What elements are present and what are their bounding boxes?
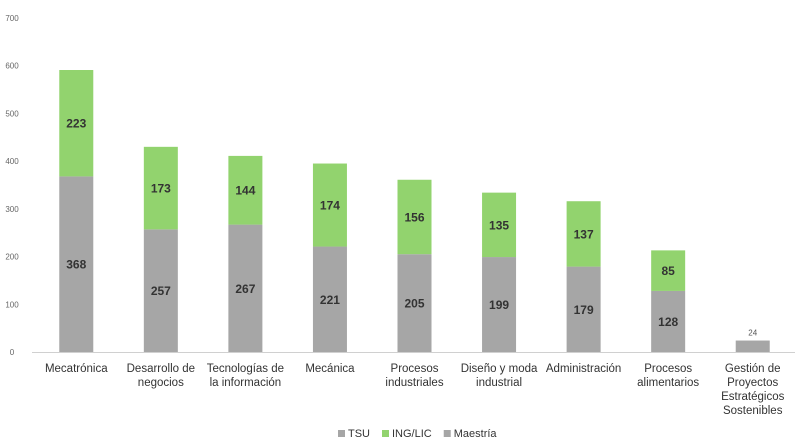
category-label: Mecánica bbox=[305, 363, 355, 375]
category-label: Mecatrónica bbox=[45, 363, 108, 375]
data-label: 173 bbox=[151, 182, 171, 196]
data-label: 85 bbox=[661, 264, 675, 278]
data-label: 156 bbox=[404, 210, 424, 224]
data-label: 205 bbox=[404, 297, 424, 311]
legend-label: TSU bbox=[348, 428, 370, 440]
bar-segment bbox=[482, 192, 517, 258]
y-tick-label: 300 bbox=[5, 205, 19, 214]
bar-segment bbox=[566, 201, 601, 267]
data-label: 179 bbox=[574, 303, 594, 317]
category-label: Gestión de Proyectos Estratégicos Sostenibl… bbox=[721, 363, 785, 417]
category-label: Procesos industriales bbox=[385, 363, 443, 389]
bar-segment bbox=[143, 146, 178, 230]
category-label: Tecnologías de la información bbox=[207, 363, 284, 389]
bar-segment bbox=[143, 229, 178, 352]
y-tick-label: 100 bbox=[5, 300, 19, 309]
data-label: 135 bbox=[489, 218, 509, 232]
data-label: 221 bbox=[320, 293, 340, 307]
y-tick-label: 600 bbox=[5, 62, 19, 71]
category-labels: Mecatrónica Desarrollo de negocios Tecnolog… bbox=[45, 363, 785, 417]
y-tick-label: 500 bbox=[5, 109, 19, 118]
bar-segment bbox=[228, 224, 263, 352]
category-label: Diseño y moda industrial bbox=[461, 363, 538, 389]
data-label: 24 bbox=[748, 329, 757, 338]
data-label: 267 bbox=[235, 282, 255, 296]
y-tick-label: 200 bbox=[5, 253, 19, 262]
data-label: 199 bbox=[489, 298, 509, 312]
bar-segment bbox=[397, 179, 432, 255]
data-label: 137 bbox=[574, 227, 594, 241]
data-label: 128 bbox=[658, 315, 678, 329]
bar-segment bbox=[397, 254, 432, 352]
y-tick-label: 700 bbox=[5, 14, 19, 23]
legend-swatch bbox=[338, 430, 345, 437]
bar-segment bbox=[228, 155, 263, 225]
data-label: 368 bbox=[66, 258, 86, 272]
bar-segment bbox=[482, 257, 517, 352]
legend: TSU ING/LIC Maestría bbox=[338, 428, 497, 440]
bar-segment bbox=[651, 250, 686, 291]
y-tick-label: 400 bbox=[5, 157, 19, 166]
bar-segment bbox=[651, 290, 686, 352]
category-label: Administración bbox=[546, 363, 621, 375]
bar-segment bbox=[735, 340, 770, 352]
category-label: Procesos alimentarios bbox=[637, 363, 699, 389]
data-label: 257 bbox=[151, 284, 171, 298]
category-label: Desarrollo de negocios bbox=[127, 363, 195, 389]
data-label: 144 bbox=[235, 184, 255, 198]
bar-segment bbox=[312, 246, 347, 352]
data-label: 223 bbox=[66, 117, 86, 131]
legend-label: Maestría bbox=[454, 428, 498, 440]
legend-label: ING/LIC bbox=[392, 428, 432, 440]
legend-swatch bbox=[443, 430, 451, 437]
bar-segment bbox=[312, 163, 347, 247]
bars: 368 223 257 173 267 144 221 174 205 156 199 135 179 1… bbox=[59, 70, 770, 352]
y-tick-label: 0 bbox=[10, 348, 15, 357]
bar-segment bbox=[59, 70, 94, 177]
data-label: 174 bbox=[320, 199, 340, 213]
y-axis: 0 100 200 300 400 500 600 700 bbox=[5, 14, 795, 357]
bar-segment bbox=[59, 176, 94, 352]
bar-segment bbox=[566, 266, 601, 352]
legend-swatch bbox=[382, 430, 389, 437]
